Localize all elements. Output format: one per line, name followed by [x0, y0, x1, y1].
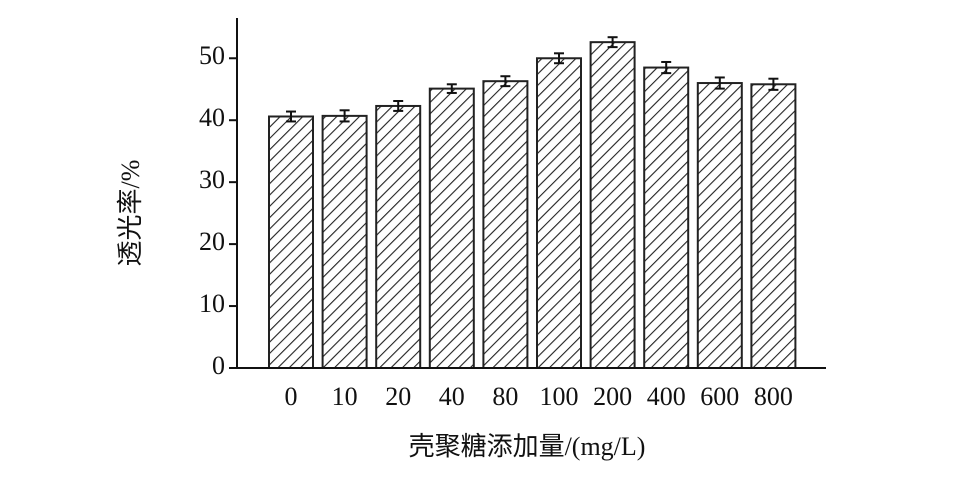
error-bar — [607, 36, 618, 49]
x-tick-label: 0 — [285, 382, 298, 411]
bar — [696, 82, 743, 369]
bar — [482, 80, 529, 369]
bar — [589, 41, 636, 369]
x-tick-label: 800 — [754, 382, 793, 411]
error-bar — [714, 76, 725, 90]
error-bar — [286, 110, 296, 123]
bar — [428, 87, 475, 369]
x-tick-label: 600 — [700, 382, 739, 411]
bar — [321, 114, 368, 370]
y-tick-label: 0 — [212, 351, 225, 380]
x-axis-label: 壳聚糖添加量/(mg/L) — [409, 432, 646, 461]
error-bar — [500, 75, 511, 88]
x-tick-label: 40 — [439, 382, 465, 411]
bar — [536, 57, 582, 370]
y-tick-label: 10 — [199, 289, 225, 318]
bar — [750, 83, 797, 370]
y-axis-label: 透光率/% — [116, 160, 145, 267]
x-tick-label: 200 — [593, 382, 632, 411]
error-bar — [393, 100, 404, 112]
error-bar — [446, 83, 457, 94]
error-bar — [661, 60, 672, 75]
y-tick-label: 40 — [199, 103, 225, 132]
x-tick-label: 20 — [385, 382, 411, 411]
x-tick-label: 400 — [647, 382, 686, 411]
error-bar — [554, 52, 564, 65]
error-bar — [768, 77, 779, 91]
bar — [643, 66, 690, 369]
x-tick-label: 100 — [540, 382, 579, 411]
bar — [268, 115, 314, 369]
y-tick-label: 30 — [199, 165, 225, 194]
x-tick-label: 80 — [492, 382, 518, 411]
error-bar — [339, 109, 350, 123]
y-tick-label: 20 — [199, 227, 225, 256]
y-tick-label: 50 — [199, 41, 225, 70]
bar — [375, 104, 422, 369]
x-tick-label: 10 — [332, 382, 358, 411]
